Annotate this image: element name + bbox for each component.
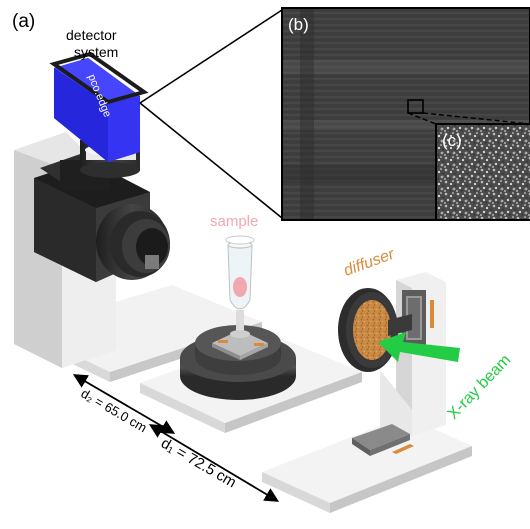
rotation-stage [180,325,296,400]
distance-arrow-d2 [72,374,176,434]
sample-tube [225,235,255,310]
panel-label-b: (b) [288,15,309,34]
panel-label-c: (c) [442,131,462,150]
distance-label-d2: d₂ = 65.0 cm [79,386,150,436]
x-ray-beam-arrow [378,332,460,362]
speckle-image-c [435,123,530,221]
diffuser-label: diffuser [342,246,398,280]
beam-label: X-ray beam [445,351,515,422]
panel-label-a: (a) [12,11,35,32]
sample-holder [230,310,250,338]
detector-lens [96,204,170,280]
pco-edge-camera: pco.edge [49,51,149,162]
distance-label-d1: d₁ = 72.5 cm [158,435,239,492]
detector-label-line1: detector [66,27,117,43]
sample-label: sample [210,213,258,230]
detector-label-line2: system [74,44,118,60]
diffuser-base-plate [262,416,472,513]
diffuser-translation-stage [352,424,414,456]
distance-arrow-d1 [148,424,280,502]
